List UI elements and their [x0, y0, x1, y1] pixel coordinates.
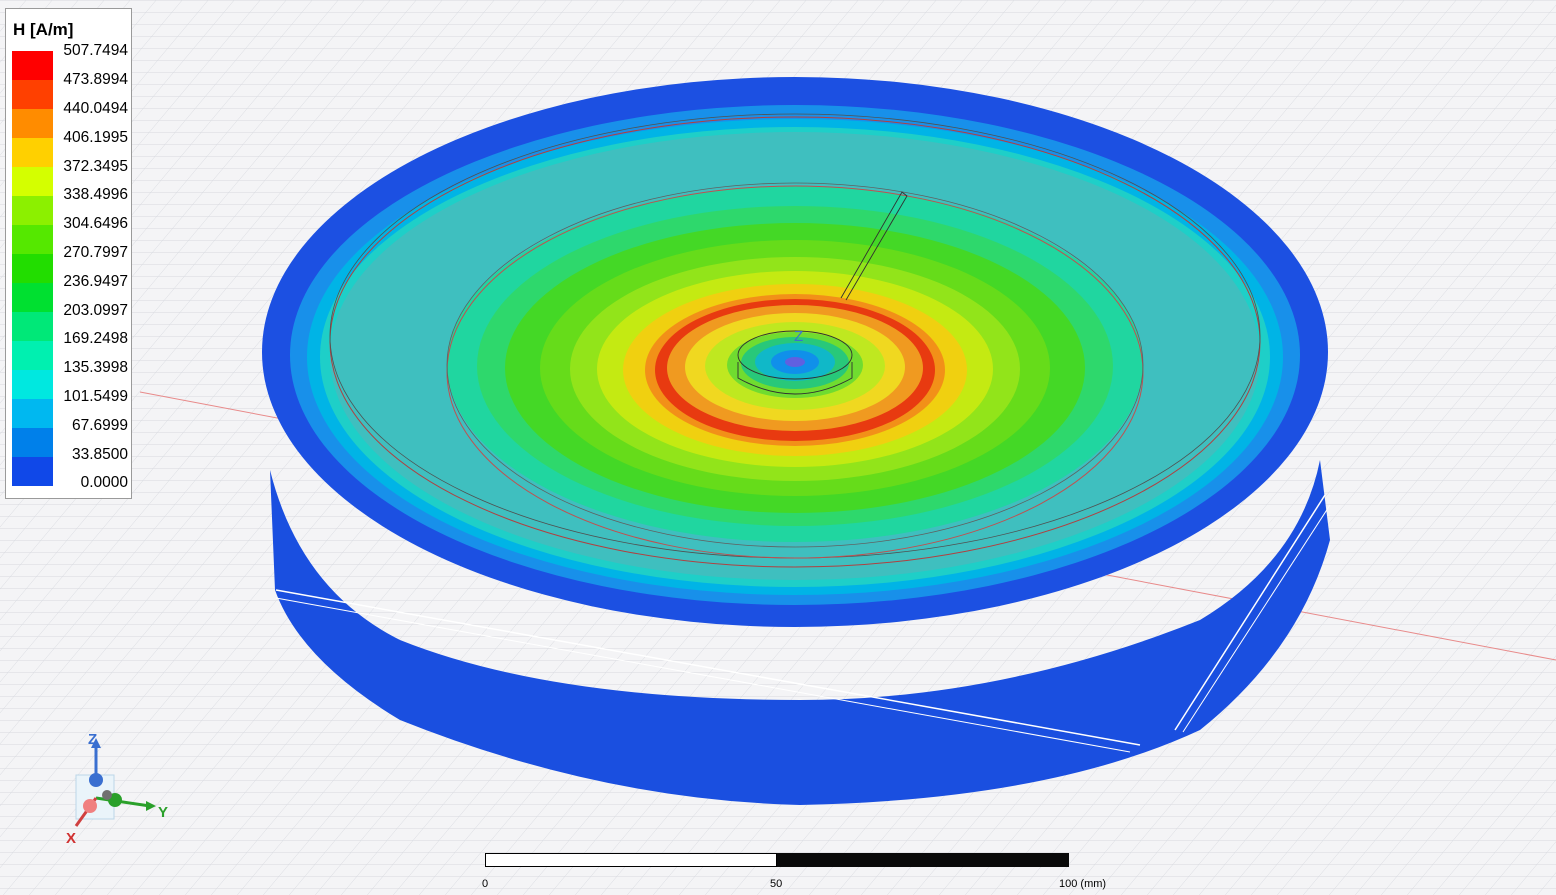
- origin-z-label: Z: [794, 328, 803, 345]
- legend-tick-label: 338.4996: [63, 186, 128, 203]
- legend-swatch: [12, 312, 53, 341]
- legend-swatch: [12, 109, 53, 138]
- orientation-triad[interactable]: Z Y X: [66, 731, 168, 847]
- legend-tick-label: 440.0494: [63, 100, 128, 117]
- scale-bar-dark-segment: [777, 853, 1069, 867]
- legend-tick-label: 203.0997: [63, 302, 128, 319]
- triad-x-label: X: [66, 830, 76, 847]
- legend-tick-label: 236.9497: [63, 273, 128, 290]
- legend-tick-label: 372.3495: [63, 158, 128, 175]
- legend-tick-label: 0.0000: [80, 474, 128, 491]
- legend-tick-label: 169.2498: [63, 330, 128, 347]
- legend-swatch: [12, 254, 53, 283]
- triad-y-label: Y: [158, 804, 168, 821]
- scale-label-50: 50: [770, 878, 783, 890]
- legend-tick-label: 304.6496: [63, 215, 128, 232]
- scale-label-0: 0: [482, 878, 489, 890]
- legend-swatch: [12, 399, 53, 428]
- legend-swatch: [12, 283, 53, 312]
- legend-swatch: [12, 51, 53, 80]
- scale-bar: [485, 853, 1069, 867]
- legend-swatch: [12, 138, 53, 167]
- legend-tick-label: 270.7997: [63, 244, 128, 261]
- legend-swatch: [12, 457, 53, 486]
- field-legend[interactable]: H [A/m] 507.7494 473.8994 440.0494 406.1…: [5, 8, 132, 499]
- legend-tick-label: 406.1995: [63, 129, 128, 146]
- legend-tick-label: 67.6999: [71, 417, 128, 434]
- legend-tick-label: 101.5499: [63, 388, 128, 405]
- x-axis-ball: [83, 799, 97, 813]
- magnetic-field-plot: [262, 77, 1331, 805]
- scale-bar-light-segment: [485, 853, 777, 867]
- z-axis-ball: [89, 773, 103, 787]
- legend-tick-label: 135.3998: [63, 359, 128, 376]
- legend-tick-label: 507.7494: [63, 42, 128, 59]
- legend-swatch: [12, 428, 53, 457]
- legend-tick-label: 33.8500: [71, 446, 128, 463]
- legend-title: H [A/m]: [13, 20, 74, 39]
- legend-swatch: [12, 370, 53, 399]
- legend-swatch: [12, 196, 53, 225]
- legend-swatch: [12, 80, 53, 109]
- legend-swatch: [12, 341, 53, 370]
- legend-swatch: [12, 225, 53, 254]
- triad-z-label: Z: [88, 731, 97, 748]
- legend-tick-label: 473.8994: [63, 71, 128, 88]
- legend-swatch: [12, 167, 53, 196]
- scale-label-100: 100 (mm): [1059, 878, 1107, 890]
